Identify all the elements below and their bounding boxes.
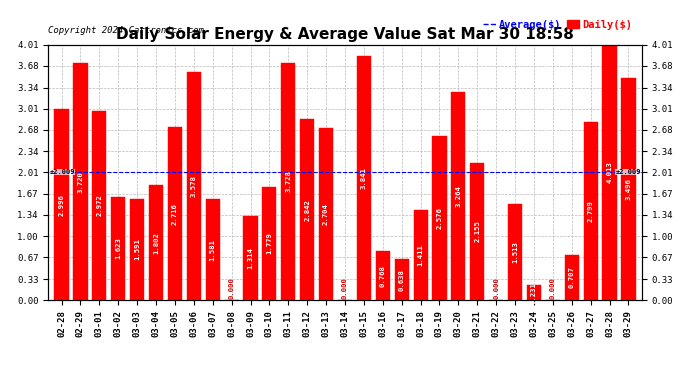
- Text: 3.496: 3.496: [625, 178, 631, 200]
- Bar: [55, 110, 68, 300]
- Text: 1.581: 1.581: [210, 239, 216, 261]
- Text: 4.013: 4.013: [607, 162, 613, 183]
- Text: 3.578: 3.578: [191, 175, 197, 197]
- Text: 2.996: 2.996: [59, 194, 65, 216]
- Text: 2.972: 2.972: [97, 195, 102, 216]
- Bar: [300, 119, 314, 300]
- Text: 0.000: 0.000: [550, 277, 556, 299]
- Bar: [262, 187, 277, 300]
- Text: 0.000: 0.000: [493, 277, 499, 299]
- Bar: [413, 210, 428, 300]
- Text: 1.623: 1.623: [115, 237, 121, 260]
- Text: ±2.009: ±2.009: [615, 169, 641, 175]
- Text: 3.841: 3.841: [361, 167, 367, 189]
- Legend: Average($), Daily($): Average($), Daily($): [479, 16, 636, 34]
- Text: Copyright 2024 Cartronics.com: Copyright 2024 Cartronics.com: [48, 26, 204, 35]
- Bar: [111, 197, 126, 300]
- Text: 0.638: 0.638: [399, 269, 405, 291]
- Text: 1.779: 1.779: [266, 232, 273, 254]
- Text: ±2.009: ±2.009: [49, 169, 75, 175]
- Text: 2.155: 2.155: [474, 220, 480, 242]
- Bar: [282, 63, 295, 300]
- Bar: [244, 216, 257, 300]
- Text: 0.231: 0.231: [531, 282, 537, 304]
- Bar: [319, 128, 333, 300]
- Text: 1.802: 1.802: [153, 232, 159, 254]
- Text: 1.513: 1.513: [512, 241, 518, 263]
- Bar: [92, 111, 106, 300]
- Text: 3.728: 3.728: [285, 171, 291, 192]
- Bar: [508, 204, 522, 300]
- Title: Daily Solar Energy & Average Value Sat Mar 30 18:58: Daily Solar Energy & Average Value Sat M…: [116, 27, 574, 42]
- Bar: [584, 122, 598, 300]
- Text: 0.000: 0.000: [342, 277, 348, 299]
- Bar: [395, 260, 408, 300]
- Text: 1.314: 1.314: [248, 247, 253, 269]
- Bar: [564, 255, 579, 300]
- Bar: [622, 78, 635, 300]
- Bar: [451, 93, 466, 300]
- Bar: [527, 285, 541, 300]
- Bar: [433, 136, 446, 300]
- Bar: [168, 127, 182, 300]
- Text: 2.704: 2.704: [323, 203, 329, 225]
- Text: 2.842: 2.842: [304, 199, 310, 220]
- Bar: [206, 200, 220, 300]
- Text: 2.576: 2.576: [437, 207, 442, 229]
- Bar: [357, 56, 371, 300]
- Bar: [130, 199, 144, 300]
- Text: 1.591: 1.591: [134, 238, 140, 260]
- Bar: [187, 72, 201, 300]
- Text: 2.799: 2.799: [588, 200, 593, 222]
- Bar: [149, 185, 163, 300]
- Bar: [602, 45, 617, 300]
- Text: 1.411: 1.411: [417, 244, 424, 266]
- Bar: [470, 163, 484, 300]
- Bar: [73, 63, 88, 300]
- Text: 0.000: 0.000: [228, 277, 235, 299]
- Text: 3.264: 3.264: [455, 185, 462, 207]
- Text: 3.720: 3.720: [77, 171, 83, 193]
- Text: 2.716: 2.716: [172, 203, 178, 225]
- Text: 0.768: 0.768: [380, 265, 386, 286]
- Text: 0.707: 0.707: [569, 267, 575, 288]
- Bar: [376, 251, 390, 300]
